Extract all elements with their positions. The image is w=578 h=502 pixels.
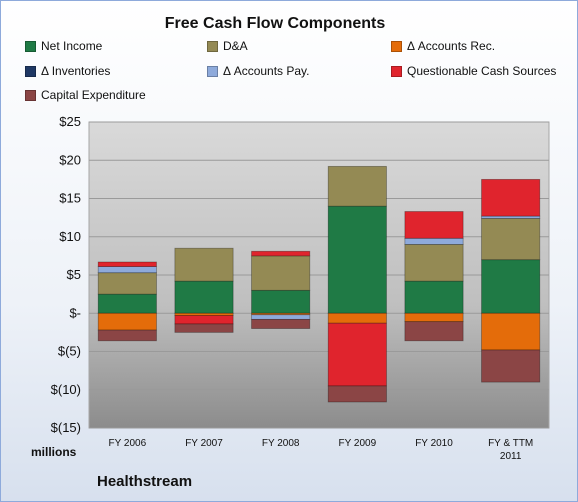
legend-label: Δ Accounts Pay. xyxy=(223,64,310,78)
bar-segment xyxy=(327,385,387,403)
legend-item-inventories: Δ Inventories xyxy=(25,64,110,78)
bar-segment xyxy=(327,322,387,387)
bar-segment xyxy=(481,349,541,383)
bar-segment xyxy=(404,280,464,314)
y-tick-label: $(15) xyxy=(51,420,81,435)
company-label: Healthstream xyxy=(97,473,193,490)
bar-segment xyxy=(97,329,157,342)
legend-item-accounts-pay: Δ Accounts Pay. xyxy=(207,64,310,78)
bar-segment xyxy=(174,315,234,325)
legend-swatch xyxy=(391,65,402,77)
x-tick-label: FY 2008 xyxy=(262,438,300,449)
bar-segment xyxy=(251,250,311,257)
y-axis-ticks: $25 $20 $15 $10 $5 $- $(5) $(10) $(15) xyxy=(51,114,81,435)
x-tick-label: FY 2010 xyxy=(415,438,453,449)
bar-segment xyxy=(404,243,464,282)
legend-item-net-income: Net Income xyxy=(25,39,102,53)
y-tick-label: $25 xyxy=(59,114,81,129)
bar-segment xyxy=(327,165,387,207)
x-axis-ticks: FY 2006 FY 2007 FY 2008 FY 2009 FY 2010 FY & … xyxy=(109,438,534,462)
y-tick-label: $(10) xyxy=(51,382,81,397)
bar-segment xyxy=(174,247,234,282)
bar-segment xyxy=(481,217,541,261)
legend-swatch xyxy=(207,65,218,77)
legend-label: Net Income xyxy=(41,39,103,53)
legend-label: Capital Expenditure xyxy=(41,88,146,102)
units-label: millions xyxy=(31,445,77,459)
bar-segment xyxy=(251,318,311,329)
legend-label: D&A xyxy=(223,39,248,53)
legend-swatch xyxy=(25,89,36,101)
x-tick-label: FY & TTM 2011 xyxy=(488,438,533,462)
legend-swatch xyxy=(391,40,402,52)
x-tick-label: FY 2007 xyxy=(185,438,223,449)
bar-segment xyxy=(404,312,464,323)
legend-swatch xyxy=(207,40,218,52)
y-tick-label: $5 xyxy=(67,267,81,282)
x-tick-label: FY 2009 xyxy=(339,438,377,449)
bar-segment xyxy=(404,211,464,239)
bar-segment xyxy=(97,261,157,267)
bar-segment xyxy=(251,289,311,314)
bar-segment xyxy=(251,314,311,320)
bar-segment xyxy=(327,205,387,314)
y-tick-label: $- xyxy=(69,305,81,320)
bars xyxy=(97,165,541,403)
bar-segment xyxy=(481,312,541,351)
bar-segment xyxy=(97,272,157,295)
bar-segment xyxy=(481,178,541,217)
bar-segment xyxy=(97,293,157,314)
y-tick-label: $20 xyxy=(59,152,81,167)
legend-label: Δ Accounts Rec. xyxy=(407,39,496,53)
legend-label: Questionable Cash Sources xyxy=(407,64,557,78)
bar-segment xyxy=(327,312,387,324)
legend-swatch xyxy=(25,40,36,52)
legend-swatch xyxy=(25,65,36,77)
x-tick-label: FY 2006 xyxy=(109,438,147,449)
bar-segment xyxy=(404,321,464,342)
y-tick-label: $15 xyxy=(59,191,81,206)
y-tick-label: $10 xyxy=(59,229,81,244)
legend-item-accounts-rec: Δ Accounts Rec. xyxy=(391,39,495,53)
bar-segment xyxy=(404,237,464,245)
chart-title: Free Cash Flow Components xyxy=(164,15,386,32)
legend-item-capex: Capital Expenditure xyxy=(25,88,146,102)
bar-segment xyxy=(97,266,157,274)
bar-segment xyxy=(251,255,311,291)
bar-segment xyxy=(97,312,157,331)
legend-label: Δ Inventories xyxy=(41,64,111,78)
bar-segment xyxy=(174,280,234,314)
legend-item-da: D&A xyxy=(207,39,248,53)
gridlines xyxy=(89,121,549,429)
y-tick-label: $(5) xyxy=(58,344,81,359)
bar-segment xyxy=(481,259,541,314)
legend-item-questionable-cash: Questionable Cash Sources xyxy=(391,64,556,78)
bar-segment xyxy=(174,323,234,333)
